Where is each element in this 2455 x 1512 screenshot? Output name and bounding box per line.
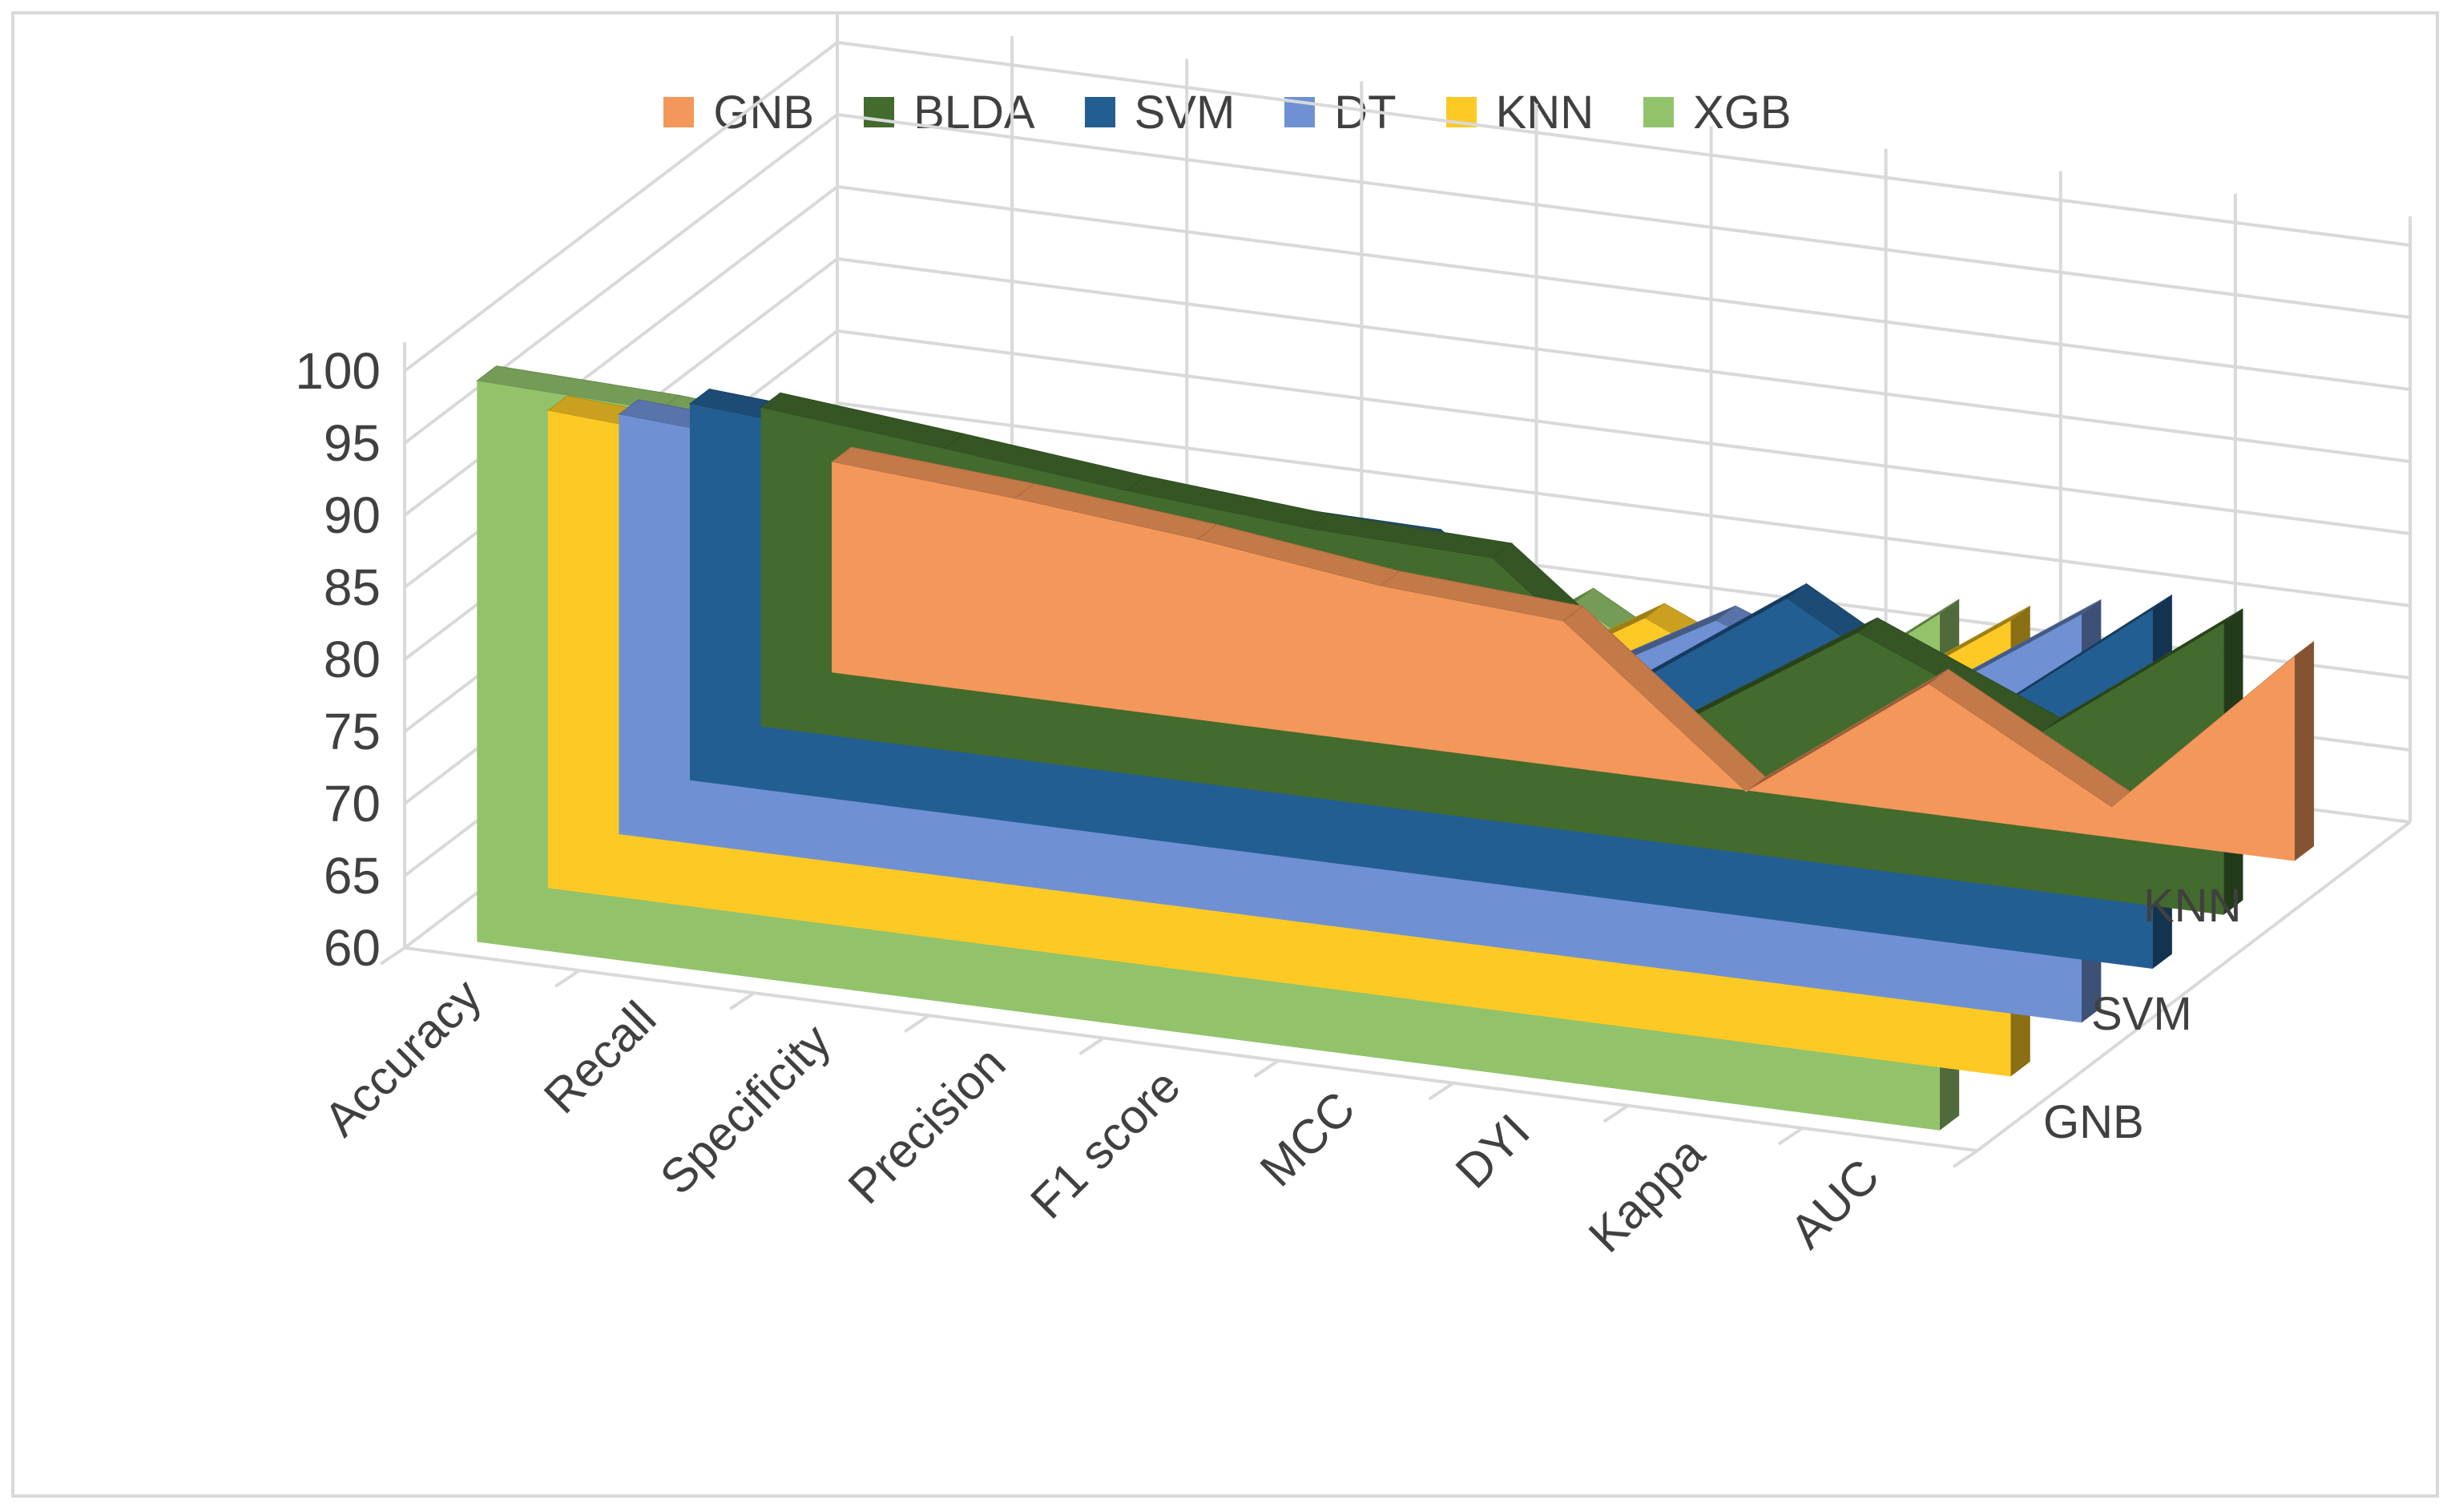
y-tick-label: 65 — [324, 847, 381, 905]
x-tick-label: Accuracy — [313, 969, 491, 1147]
floor-edge — [404, 946, 1978, 1152]
y-tick-label: 95 — [324, 414, 381, 472]
legend-swatch — [1084, 97, 1115, 127]
x-tick — [1078, 1036, 1105, 1056]
depth-axis-label: KNN — [2143, 880, 2241, 932]
legend-item-gnb: GNB — [663, 86, 814, 139]
x-tick-label: AUC — [1780, 1149, 1889, 1259]
floor-edge-right — [1976, 821, 2412, 1152]
y-tick-label: 90 — [324, 486, 381, 544]
gridline-y — [403, 40, 2411, 373]
series-gnb — [830, 446, 2315, 861]
legend-label: SVM — [1134, 86, 1236, 139]
y-tick-label: 100 — [295, 342, 381, 400]
y-axis: 60 65 70 75 80 85 90 95 100 — [295, 342, 381, 977]
x-tick-label: DYI — [1445, 1104, 1540, 1199]
legend-item-blda: BLDA — [864, 86, 1035, 139]
legend-label: XGB — [1693, 86, 1792, 139]
x-tick — [1253, 1058, 1280, 1079]
y-tick-label: 70 — [324, 775, 381, 833]
x-tick-label: Recall — [534, 991, 666, 1123]
depth-axis-label: SVM — [2091, 988, 2192, 1040]
x-tick — [554, 969, 581, 988]
x-tick — [379, 946, 406, 966]
area-front-face — [832, 462, 2295, 861]
legend: GNB BLDA SVM DT KNN XGB — [0, 80, 2455, 144]
y-tick-label: 75 — [324, 703, 381, 760]
x-tick — [1602, 1104, 1629, 1123]
y-tick-label: 85 — [324, 558, 381, 616]
depth-axis-label: GNB — [2043, 1096, 2144, 1148]
series-areas — [476, 365, 2315, 1131]
x-tick — [904, 1014, 930, 1033]
y-tick-label: 60 — [324, 919, 381, 977]
x-tick-label: MCC — [1250, 1081, 1365, 1196]
area-side — [2294, 641, 2314, 861]
y-tick-label: 80 — [324, 631, 381, 688]
x-tick-label: Precision — [838, 1036, 1016, 1214]
legend-item-svm: SVM — [1084, 86, 1236, 139]
x-tick — [1777, 1127, 1804, 1146]
x-tick-label: Kappa — [1578, 1126, 1715, 1263]
x-tick — [1952, 1149, 1979, 1168]
legend-swatch — [663, 97, 695, 127]
legend-swatch — [1643, 97, 1675, 127]
x-tick-label: F1 score — [1020, 1058, 1190, 1228]
x-tick — [729, 991, 756, 1010]
legend-label: BLDA — [913, 86, 1035, 139]
legend-label: GNB — [713, 86, 815, 139]
x-tick-label: Specificity — [650, 1014, 841, 1204]
x-tick — [1428, 1082, 1454, 1101]
legend-item-xgb: XGB — [1643, 86, 1792, 139]
